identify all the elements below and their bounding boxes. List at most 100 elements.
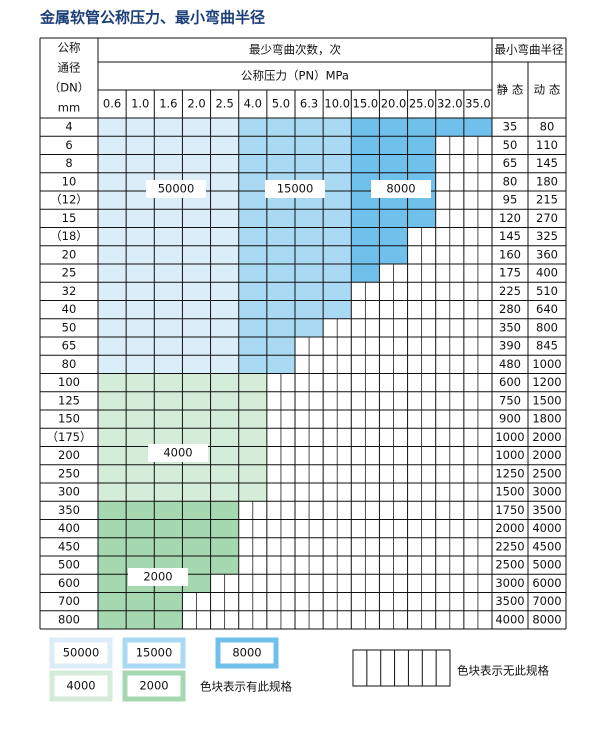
zone-cell xyxy=(154,410,183,429)
zone-cell xyxy=(210,355,239,374)
zone-cell xyxy=(210,537,239,556)
dn: 125 xyxy=(58,393,80,407)
zone-cell xyxy=(182,464,211,483)
pressure-label: 0.6 xyxy=(103,97,121,111)
dynamic-radius: 360 xyxy=(536,247,558,261)
zone-cell xyxy=(126,592,155,611)
zone-cell xyxy=(182,483,211,502)
zone-cell xyxy=(182,118,211,137)
pressure-label: 32.0 xyxy=(437,97,463,111)
dynamic-radius: 2000 xyxy=(532,448,561,462)
zone-cell xyxy=(323,264,352,283)
zone-cell xyxy=(154,245,183,264)
dn: 50 xyxy=(62,320,77,334)
zone-cell xyxy=(379,227,408,246)
zone-cell xyxy=(238,136,267,155)
zone-cell xyxy=(238,300,267,319)
static-radius: 50 xyxy=(503,138,518,152)
zone-cell xyxy=(295,136,324,155)
zone-cell xyxy=(238,355,267,374)
pressure-label: 1.6 xyxy=(159,97,177,111)
dn: 300 xyxy=(58,485,80,499)
zone-cell xyxy=(182,556,211,575)
zone-cell xyxy=(182,428,211,447)
dynamic-radius: 1000 xyxy=(532,357,561,371)
static-radius: 2000 xyxy=(495,521,524,535)
dn: 25 xyxy=(62,266,77,280)
zone-cell xyxy=(182,227,211,246)
zone-cell xyxy=(379,209,408,228)
zone-cell xyxy=(126,337,155,356)
zone-cell xyxy=(98,519,127,538)
zone-cell xyxy=(238,245,267,264)
zone-cell xyxy=(154,264,183,283)
zone-cell xyxy=(98,610,127,629)
zone-cell xyxy=(266,245,295,264)
zone-cell xyxy=(323,136,352,155)
zone-cell xyxy=(295,227,324,246)
zone-cell xyxy=(210,337,239,356)
static-radius: 1000 xyxy=(495,448,524,462)
zone-cell xyxy=(210,391,239,410)
dynamic-radius: 80 xyxy=(540,120,555,134)
dynamic-radius: 800 xyxy=(536,320,558,334)
pressure-label: 1.0 xyxy=(131,97,149,111)
zone-label: 50000 xyxy=(158,182,195,196)
zone-cell xyxy=(98,574,127,593)
zone-cell xyxy=(126,264,155,283)
dn-header: mm xyxy=(58,101,80,115)
zone-cell xyxy=(98,446,127,465)
zone-cell xyxy=(154,300,183,319)
zone-cell xyxy=(98,537,127,556)
zone-cell xyxy=(266,300,295,319)
static-radius: 390 xyxy=(499,339,521,353)
dynamic-radius: 400 xyxy=(536,266,558,280)
zone-label-box xyxy=(148,444,208,462)
zone-cell xyxy=(238,191,267,210)
static-radius: 280 xyxy=(499,302,521,316)
zone-cell xyxy=(238,154,267,173)
zone-cell xyxy=(351,154,380,173)
legend-none: 色块表示无此规格 xyxy=(457,664,549,678)
zone-cell xyxy=(295,282,324,301)
zone-cell xyxy=(210,118,239,137)
zone-cell xyxy=(379,136,408,155)
dynamic-radius: 8000 xyxy=(532,612,561,626)
zone-cell xyxy=(98,191,127,210)
static-radius: 120 xyxy=(499,211,521,225)
zone-cell xyxy=(295,264,324,283)
zone-cell xyxy=(154,355,183,374)
zone-cell xyxy=(182,410,211,429)
zone-cell xyxy=(182,264,211,283)
zone-cell xyxy=(154,610,183,629)
zone-cell xyxy=(323,227,352,246)
zone-cell xyxy=(154,519,183,538)
zone-cell xyxy=(210,428,239,447)
zone-cell xyxy=(98,154,127,173)
dynamic-radius: 845 xyxy=(536,339,558,353)
legend-label: 15000 xyxy=(136,646,173,660)
zone-cell xyxy=(98,300,127,319)
zone-cell xyxy=(210,464,239,483)
zone-cell xyxy=(126,318,155,337)
pressure-label: 10.0 xyxy=(324,97,350,111)
dynamic-radius: 215 xyxy=(536,193,558,207)
static-radius: 350 xyxy=(499,320,521,334)
zone-cell xyxy=(98,245,127,264)
zone-cell xyxy=(295,209,324,228)
dn: 8 xyxy=(65,156,72,170)
zone-cell xyxy=(182,519,211,538)
zone-cell xyxy=(210,227,239,246)
zone-cell xyxy=(238,391,267,410)
zone-cell xyxy=(210,483,239,502)
zone-cell xyxy=(98,556,127,575)
dynamic-radius: 5000 xyxy=(532,558,561,572)
zone-cell xyxy=(126,373,155,392)
zone-cell xyxy=(154,483,183,502)
zone-cell xyxy=(210,446,239,465)
zone-cell xyxy=(98,172,127,191)
static-radius: 175 xyxy=(499,266,521,280)
zone-cell xyxy=(238,282,267,301)
static-radius: 35 xyxy=(503,120,518,134)
